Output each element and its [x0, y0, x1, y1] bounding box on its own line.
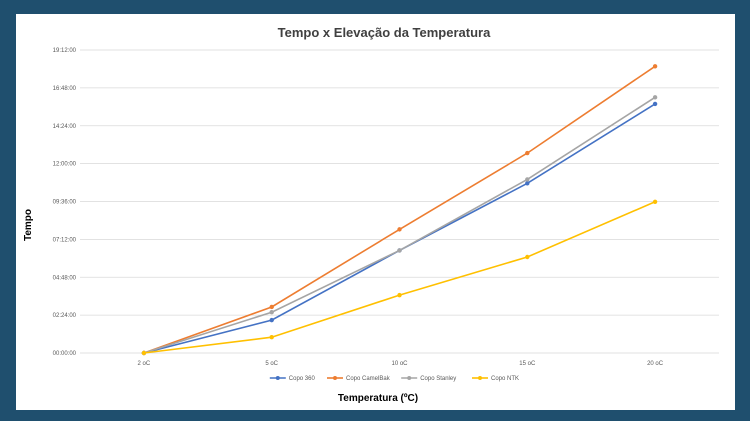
data-point: [141, 350, 147, 356]
data-point: [397, 248, 402, 253]
data-point: [269, 317, 274, 323]
data-point: [269, 335, 274, 340]
legend-label: Copo Stanley: [420, 376, 456, 382]
y-tick-label: 07:12:00: [53, 237, 77, 243]
legend-swatch-marker: [275, 376, 280, 380]
data-point: [652, 64, 658, 69]
gridlines: [80, 49, 719, 354]
series-lines: [141, 64, 658, 356]
legend-item: Copo Stanley: [401, 376, 456, 382]
legend: Copo 360 Copo CamelBak Copo Stanley Copo NT…: [269, 376, 519, 382]
y-tick-label: 12:00:00: [53, 162, 77, 168]
series-copo-ntk: [141, 199, 658, 356]
data-point: [269, 310, 274, 315]
y-tick-label: 09:36:00: [53, 200, 77, 206]
series-copo-camelbak: [141, 64, 658, 356]
y-tick-label: 14:24:00: [53, 124, 77, 130]
x-axis-ticks: 2 oC 5 oC 10 oC 15 oC 20 oC: [138, 361, 664, 367]
y-tick-label: 19:12:00: [53, 48, 77, 54]
line-chart: Tempo x Elevação da Temperatura 00:00:00…: [23, 25, 719, 404]
legend-item: Copo CamelBak: [327, 376, 391, 382]
y-tick-label: 16:48:00: [53, 86, 77, 92]
data-point: [269, 304, 274, 310]
chart-title: Tempo x Elevação da Temperatura: [278, 25, 491, 40]
data-point: [525, 254, 530, 260]
x-axis-title: Temperatura (ºC): [338, 393, 418, 404]
y-tick-label: 00:00:00: [53, 351, 77, 357]
data-point: [652, 95, 658, 100]
y-tick-label: 04:48:00: [53, 275, 77, 281]
data-point: [397, 292, 402, 298]
y-axis-ticks: 00:00:00 02:24:00 04:48:00 07:12:00 09:36:00…: [53, 48, 77, 357]
x-tick-label: 20 oC: [647, 361, 664, 367]
x-tick-label: 10 oC: [391, 361, 408, 367]
data-point: [397, 227, 402, 232]
series-line: [143, 65, 656, 354]
legend-label: Copo CamelBak: [346, 376, 391, 382]
legend-swatch-marker: [478, 376, 482, 380]
legend-swatch-marker: [333, 376, 337, 380]
data-point: [652, 199, 658, 204]
series-copo-stanley: [141, 95, 658, 356]
data-point: [525, 181, 530, 186]
data-point: [525, 150, 530, 156]
legend-label: Copo NTK: [491, 376, 519, 382]
x-tick-label: 15 oC: [519, 361, 536, 367]
series-line: [143, 96, 656, 354]
legend-item: Copo NTK: [472, 376, 519, 382]
x-tick-label: 5 oC: [265, 361, 278, 367]
data-point: [525, 177, 530, 182]
data-point: [652, 101, 658, 107]
chart-panel: Tempo x Elevação da Temperatura 00:00:00…: [16, 14, 735, 410]
x-tick-label: 2 oC: [138, 361, 151, 367]
y-axis-title: Tempo: [23, 209, 34, 241]
y-tick-label: 02:24:00: [53, 313, 77, 319]
legend-swatch-marker: [407, 376, 412, 380]
legend-label: Copo 360: [289, 376, 316, 382]
legend-item: Copo 360: [269, 376, 316, 382]
